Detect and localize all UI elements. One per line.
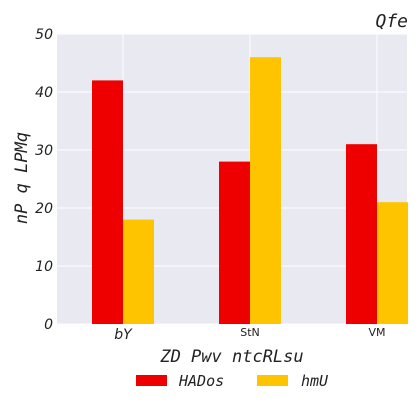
bars <box>92 57 408 325</box>
x-tick-label: VM <box>368 326 385 339</box>
y-tick-label: 10 <box>35 259 53 275</box>
y-tick-label: 30 <box>35 143 53 159</box>
legend-label-hmU: hmU <box>301 372 329 390</box>
bar-HADos-VM <box>346 144 377 324</box>
y-axis-label: nP q LPMq <box>12 132 32 224</box>
y-tick-label: 40 <box>35 85 53 101</box>
y-tick-label: 0 <box>44 317 53 333</box>
legend-swatch-HADos <box>136 375 167 386</box>
bar-hmU-VM <box>377 202 408 324</box>
bar-HADos-StN <box>219 161 250 324</box>
x-tick-label: StN <box>240 326 260 339</box>
bar-HADos-bY <box>92 80 123 325</box>
legend-label-HADos: HADos <box>178 372 224 390</box>
x-tick-label: bY <box>114 327 133 343</box>
legend-swatch-hmU <box>257 375 288 386</box>
bar-hmU-StN <box>250 57 281 324</box>
y-tick-labels: 0 10 20 30 40 50 <box>35 27 53 333</box>
y-tick-label: 50 <box>35 27 53 43</box>
y-tick-label: 20 <box>35 201 53 217</box>
legend: HADos hmU <box>136 372 329 390</box>
x-tick-labels: bY StN VM <box>114 326 385 343</box>
x-axis-label: ZD Pwv ntcRLsu <box>159 347 303 367</box>
chart-title: Qfe <box>375 11 408 32</box>
bar-hmU-bY <box>123 219 154 324</box>
